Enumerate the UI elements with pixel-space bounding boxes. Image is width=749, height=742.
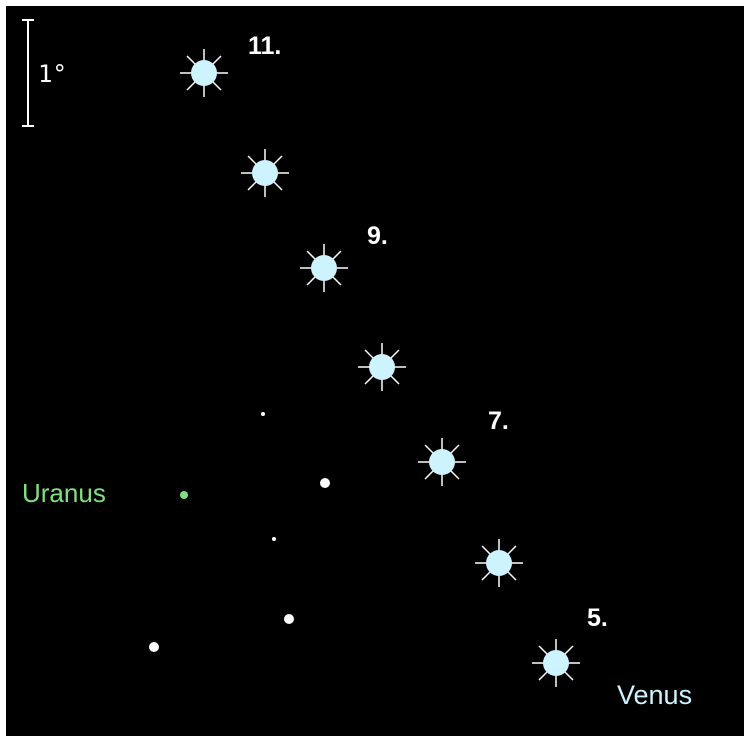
venus-symbol	[418, 438, 466, 486]
venus-symbol	[532, 639, 580, 687]
venus-positions	[180, 49, 580, 687]
star	[149, 642, 159, 652]
venus-disk	[429, 449, 455, 475]
venus-disk	[369, 354, 395, 380]
star	[284, 614, 294, 624]
star	[261, 412, 265, 416]
venus-symbol	[358, 343, 406, 391]
venus-disk	[543, 650, 569, 676]
uranus-dot	[180, 491, 188, 499]
venus-disk	[252, 160, 278, 186]
date-label: 11.	[248, 32, 281, 60]
venus-disk	[311, 255, 337, 281]
venus-disk	[486, 550, 512, 576]
venus-label: Venus	[617, 680, 692, 710]
date-label: 5.	[587, 604, 608, 632]
scale-label: 1°	[38, 60, 67, 88]
scale-bar	[22, 19, 34, 127]
stars	[149, 412, 330, 652]
uranus-label: Uranus	[22, 478, 106, 508]
star	[320, 478, 330, 488]
star	[272, 537, 276, 541]
venus-symbol	[300, 244, 348, 292]
venus-symbol	[241, 149, 289, 197]
date-label: 9.	[367, 222, 388, 250]
venus-disk	[191, 60, 217, 86]
venus-symbol	[180, 49, 228, 97]
venus-symbol	[475, 539, 523, 587]
date-label: 7.	[488, 407, 509, 435]
